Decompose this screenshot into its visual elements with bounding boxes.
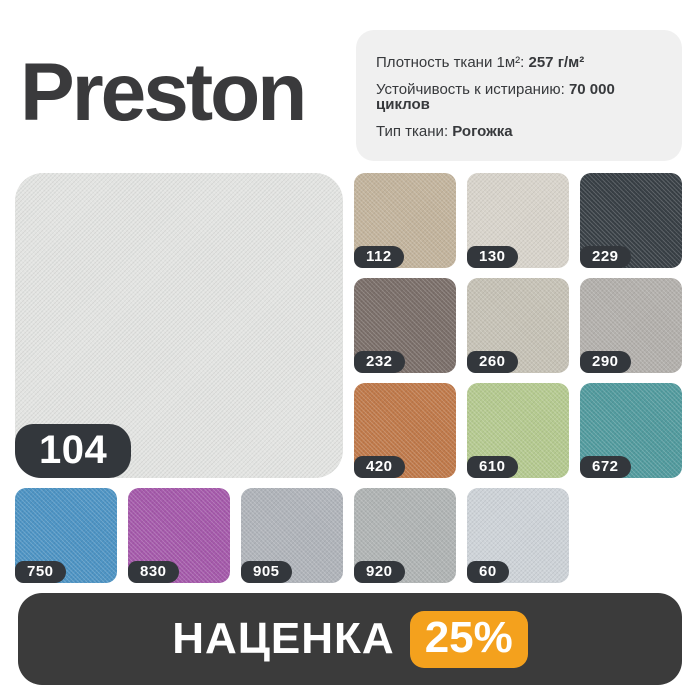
swatch-420[interactable]: 420 — [354, 383, 456, 478]
swatch-code-badge: 104 — [15, 424, 132, 478]
spec-label: Тип ткани: — [376, 123, 449, 140]
swatch-code-badge: 830 — [128, 561, 179, 583]
spec-label: Устойчивость к истиранию: — [376, 81, 565, 98]
swatch-code-badge: 905 — [241, 561, 292, 583]
swatch-905[interactable]: 905 — [241, 488, 343, 583]
swatch-672[interactable]: 672 — [580, 383, 682, 478]
markup-percent-badge: 25% — [409, 610, 528, 668]
spec-label: Плотность ткани 1м²: — [376, 54, 525, 71]
swatch-code-badge: 610 — [467, 456, 518, 478]
swatch-code-badge: 920 — [354, 561, 405, 583]
spec-value: 257 г/м² — [528, 54, 585, 71]
swatch-229[interactable]: 229 — [580, 173, 682, 268]
swatch-code-badge: 672 — [580, 456, 631, 478]
markup-label: НАЦЕНКА — [172, 614, 395, 663]
specs-card: Плотность ткани 1м²: 257 г/м² Устойчивос… — [356, 30, 682, 161]
swatch-code-badge: 229 — [580, 246, 631, 268]
swatch-104[interactable]: 104 — [15, 173, 343, 478]
spec-row-density: Плотность ткани 1м²: 257 г/м² — [376, 55, 662, 70]
swatch-830[interactable]: 830 — [128, 488, 230, 583]
fabric-name-title: Preston — [20, 47, 307, 138]
swatch-code-badge: 232 — [354, 351, 405, 373]
swatch-code-badge: 290 — [580, 351, 631, 373]
swatch-code-badge: 112 — [354, 246, 404, 268]
swatch-750[interactable]: 750 — [15, 488, 117, 583]
header: Preston Плотность ткани 1м²: 257 г/м² Ус… — [0, 0, 700, 161]
swatch-code-badge: 130 — [467, 246, 518, 268]
swatch-232[interactable]: 232 — [354, 278, 456, 373]
swatch-920[interactable]: 920 — [354, 488, 456, 583]
swatch-260[interactable]: 260 — [467, 278, 569, 373]
spec-value: Рогожка — [452, 123, 513, 140]
swatch-code-badge: 260 — [467, 351, 518, 373]
swatch-code-badge: 750 — [15, 561, 66, 583]
swatch-112[interactable]: 112 — [354, 173, 456, 268]
spec-value: 70 000 циклов — [376, 81, 615, 113]
swatch-code-badge: 420 — [354, 456, 405, 478]
swatch-610[interactable]: 610 — [467, 383, 569, 478]
swatch-290[interactable]: 290 — [580, 278, 682, 373]
swatch-code-badge: 60 — [467, 561, 509, 583]
swatch-130[interactable]: 130 — [467, 173, 569, 268]
spec-row-type: Тип ткани: Рогожка — [376, 124, 662, 139]
markup-bar: НАЦЕНКА 25% — [18, 593, 682, 685]
swatch-grid: 104 112 130 229 232 260 290 420 610 672 — [15, 173, 682, 583]
spec-row-abrasion: Устойчивость к истиранию: 70 000 циклов — [376, 82, 662, 112]
swatch-60[interactable]: 60 — [467, 488, 569, 583]
